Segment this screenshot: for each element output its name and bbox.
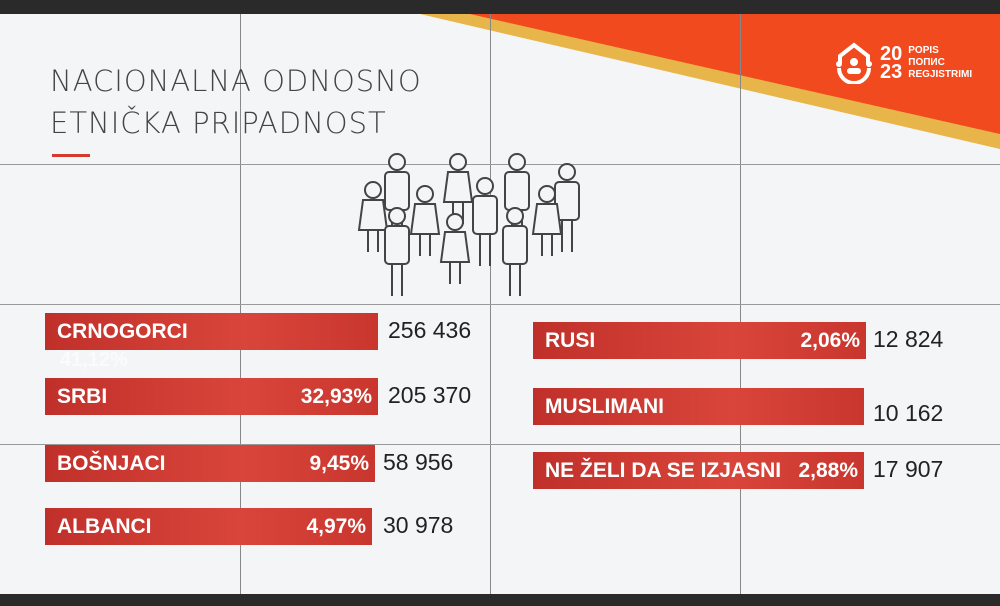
bar-label: RUSI [545, 328, 596, 352]
title-line-1: NACIONALNA ODNOSNO [50, 64, 422, 98]
person-figure [472, 177, 498, 266]
bar-1: SRBI 32,93% [45, 378, 378, 415]
logo-line2: ПОПИС [908, 57, 945, 68]
title-underline [52, 154, 90, 157]
bar-percent: 4,97% [306, 514, 366, 538]
bar-label: MUSLIMANI [545, 394, 664, 418]
bar-4: RUSI 2,06% [533, 322, 866, 359]
people-group-icon [357, 153, 580, 296]
bar-label: SRBI [57, 384, 108, 408]
bar-label: CRNOGORCI [57, 319, 188, 343]
person-figure [357, 181, 389, 252]
person-figure [531, 185, 563, 256]
bar-percent: 2,06% [800, 328, 860, 352]
bar-percent: 32,93% [300, 384, 372, 408]
logo-line3: REGJISTRIMI [908, 69, 973, 80]
house-person-icon [836, 42, 872, 84]
bar-label: NE ŽELI DA SE IZJASNI [545, 458, 782, 482]
count-label: 12 824 [873, 326, 944, 352]
count-label: 10 162 [873, 400, 944, 426]
person-figure [409, 185, 441, 256]
person-figure [384, 207, 410, 296]
popis-logo: 20 23 POPIS ПОПИС REGJISTRIMI [834, 42, 972, 84]
count-label: 30 978 [383, 512, 454, 538]
person-figure [442, 153, 474, 224]
slide: NACIONALNA ODNOSNO ETNIČKA PRIPADNOST 20… [0, 14, 1000, 594]
person-figure [439, 213, 471, 284]
bar-label: BOŠNJACI [57, 451, 166, 475]
bar-5: MUSLIMANI [533, 388, 864, 425]
bar-2: BOŠNJACI 9,45% [45, 445, 375, 482]
count-label: 58 956 [383, 449, 454, 475]
count-label: 17 907 [873, 456, 944, 482]
bar-percent: 2,88% [798, 458, 858, 482]
title-line-2: ETNIČKA PRIPADNOST [50, 106, 387, 140]
bar-0: CRNOGORCI [45, 313, 378, 350]
bar-label: ALBANCI [57, 514, 152, 538]
logo-line1: POPIS [908, 45, 939, 56]
logo-year-top: 20 [880, 43, 903, 65]
count-label: 256 436 [388, 317, 472, 343]
person-figure [502, 207, 528, 296]
crnogorci-percent-faint: 41,12% [60, 349, 128, 371]
logo-year-bottom: 23 [880, 61, 903, 83]
person-figure [554, 163, 580, 252]
bar-percent: 9,45% [309, 451, 369, 475]
bar-3: ALBANCI 4,97% [45, 508, 372, 545]
bar-6: NE ŽELI DA SE IZJASNI 2,88% [533, 452, 864, 489]
count-label: 205 370 [388, 382, 472, 408]
